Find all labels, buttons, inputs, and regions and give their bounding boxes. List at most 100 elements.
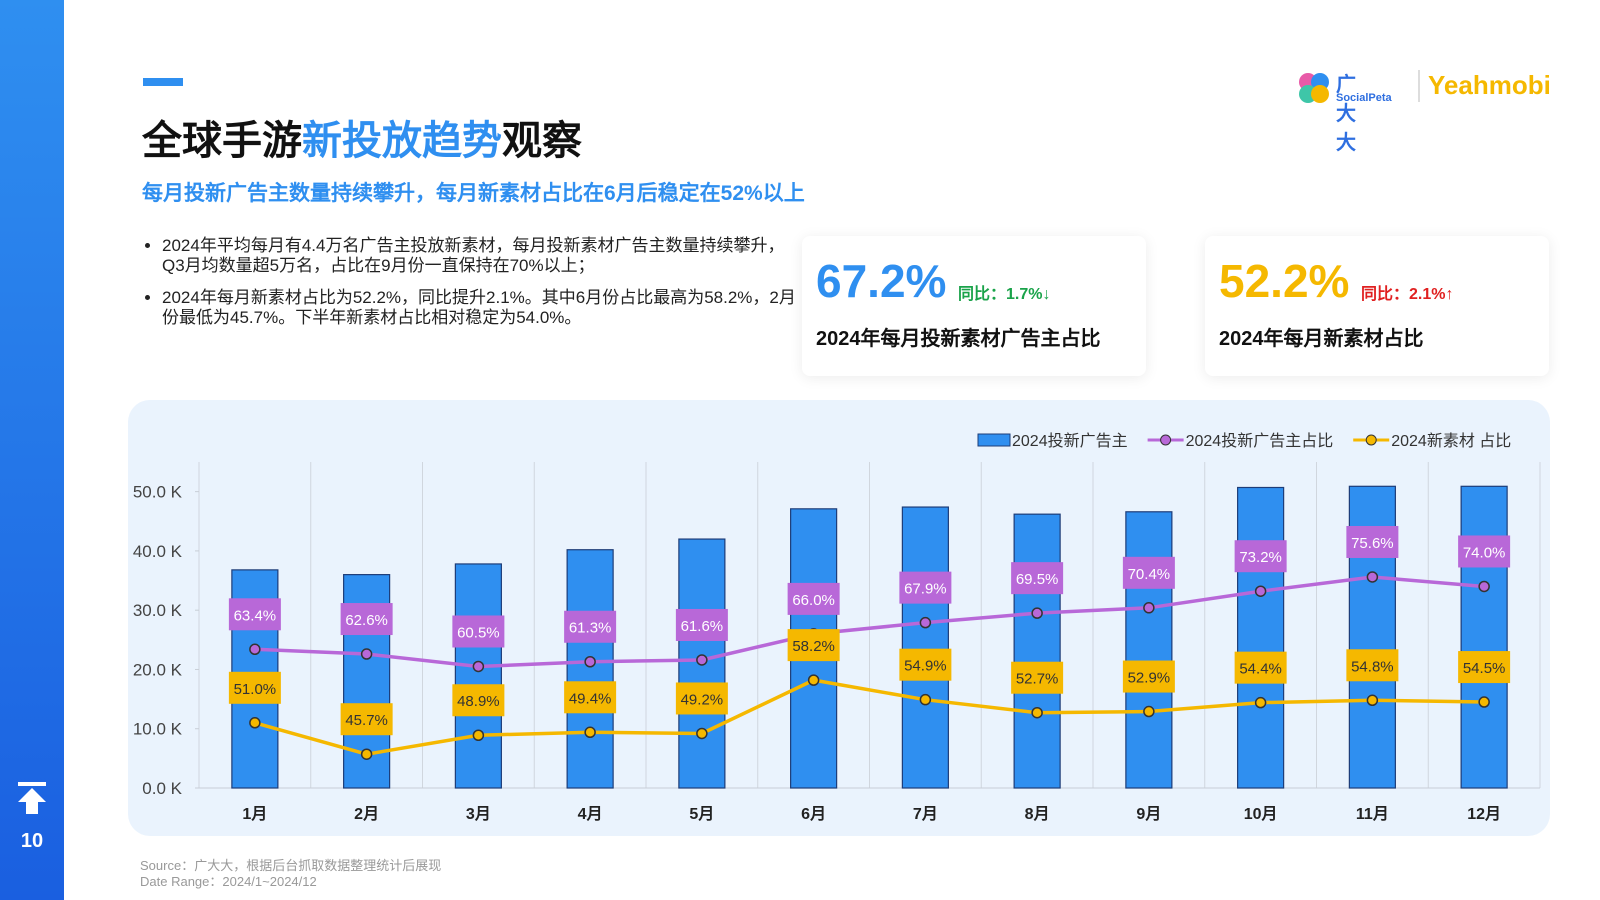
point [1031,706,1043,719]
x-tick-label: 4月 [578,805,603,823]
y-tick-label: 10.0 K [133,720,183,739]
point [360,648,373,660]
logo-en: SocialPeta [1336,92,1392,104]
point [472,660,485,673]
x-tick-label: 8月 [1025,805,1050,823]
value-label: 66.0% [792,592,835,609]
value-label: 49.4% [569,690,612,707]
top-icon [18,782,46,814]
date-range: Date Range：2024/1~2024/12 [140,874,317,889]
value-label: 54.9% [904,658,947,675]
legend-swatch [1160,434,1172,446]
value-label: 60.5% [457,624,500,641]
value-label: 54.8% [1351,658,1394,675]
value-label: 62.6% [345,612,388,629]
bar [566,549,614,789]
legend-swatch [977,433,1011,447]
title: 全球手游新投放趋势观察 [142,108,582,166]
point [919,616,932,629]
title-part: 新投放趋势 [302,119,502,163]
y-tick-label: 0.0 K [142,779,182,798]
value-label: 52.7% [1016,671,1059,688]
logo-partner: Yeahmobi [1428,70,1551,100]
point [472,729,485,741]
bar [1237,486,1285,789]
point [919,693,932,706]
label-box [899,648,952,681]
stat-card: 67.2% 同比：1.7%↓ 2024年每月投新素材广告主占比 [802,236,1146,376]
value-label: 54.5% [1463,660,1506,677]
label-box [675,682,728,715]
accent [143,78,183,86]
value-label: 49.2% [681,691,724,708]
bullets: 2024年平均每月有4.4万名广告主投放新素材，每月投新素材广告主数量持续攀升，… [140,236,802,340]
label-box [675,608,728,641]
x-tick-label: 1月 [242,805,267,823]
bar [901,506,949,789]
line [254,678,1485,757]
point [1254,696,1267,709]
stat-yoy: 同比：1.7%↓ [958,286,1051,303]
value-label: 51.0% [234,681,277,698]
point [584,726,596,739]
stat-yoy: 同比：2.1%↑ [1361,286,1454,303]
bar [1460,485,1508,789]
x-tick-label: 11月 [1356,805,1389,823]
label-box [1458,535,1511,568]
bullet: 2024年平均每月有4.4万名广告主投放新素材，每月投新素材广告主数量持续攀升，… [162,236,802,276]
label-box [1234,651,1287,684]
legend-label: 2024新素材 占比 [1391,432,1511,450]
label-box [1234,540,1287,573]
page-number: 10 [20,830,44,852]
stat-value: 52.2% [1219,255,1350,307]
y-tick-label: 40.0 K [133,542,183,561]
value-label: 54.4% [1239,661,1282,678]
value-label: 52.9% [1128,670,1171,687]
x-tick-label: 5月 [689,805,714,823]
logo-icon [1299,73,1329,103]
bar [454,563,502,789]
point [249,717,261,729]
title-part: 观察 [502,119,582,163]
x-tick-label: 2月 [354,805,379,823]
label-box [452,684,505,717]
stat-card: 52.2% 同比：2.1%↑ 2024年每月新素材占比 [1205,236,1549,376]
value-label: 61.6% [681,618,724,635]
y-tick-label: 30.0 K [133,601,183,620]
y-tick-label: 50.0 K [133,483,183,502]
value-label: 48.9% [457,693,500,710]
stat-value: 67.2% [816,255,947,307]
label-box [1122,660,1175,693]
legend-label: 2024投新广告主 [1012,432,1128,450]
label-box [564,610,617,643]
x-tick-label: 12月 [1467,805,1501,823]
label-box [1122,556,1175,589]
value-label: 69.5% [1016,571,1059,588]
value-label: 75.6% [1351,535,1394,552]
point [1366,694,1379,707]
line [254,575,1485,669]
point [1143,602,1155,614]
x-tick-label: 10月 [1244,805,1278,823]
title-part: 全球手游 [142,119,302,163]
value-label: 74.0% [1463,544,1506,561]
label-box [787,582,840,615]
value-label: 58.2% [792,638,835,655]
x-tick-label: 9月 [1136,805,1161,823]
x-tick-label: 7月 [913,805,938,823]
label-box [452,615,505,648]
label-box [787,629,840,662]
value-label: 73.2% [1239,549,1282,566]
label-box [1011,562,1064,595]
stat-caption: 2024年每月新素材占比 [1219,328,1424,350]
value-label: 63.4% [234,607,277,624]
point [807,674,820,686]
source: Source：广大大，根据后台抓取数据整理统计后展现 Date Range：202… [140,858,441,890]
logo-cn: 广大大 [1336,74,1356,154]
point [249,643,261,656]
point [696,727,708,740]
bar [1013,513,1061,789]
point [1031,607,1043,619]
